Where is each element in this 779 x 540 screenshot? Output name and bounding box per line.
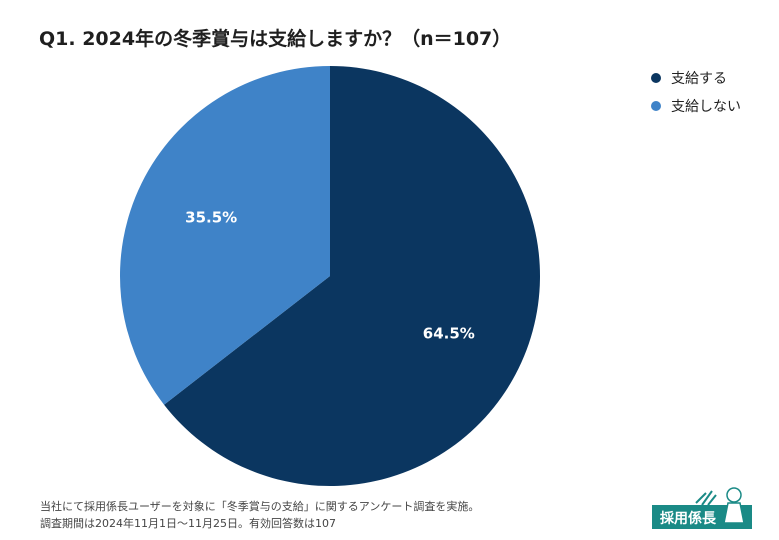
logo-mascot-body — [723, 502, 745, 524]
chart-title: Q1. 2024年の冬季賞与は支給しますか？（n＝107） — [39, 28, 512, 50]
footnote-line-2: 調査期間は2024年11月1日〜11月25日。有効回答数は107 — [40, 517, 336, 530]
legend-item-not-give: 支給しない — [651, 92, 741, 120]
legend-item-give: 支給する — [651, 64, 741, 92]
pie-labels: 64.5% 35.5% — [185, 208, 475, 342]
pie-slice-1 — [119, 66, 330, 405]
logo-text: 採用係長 — [660, 510, 717, 527]
logo-mascot-head — [726, 487, 742, 503]
legend-label-not-give: 支給しない — [671, 99, 741, 115]
legend-swatch-give — [651, 73, 661, 83]
logo-sparkle — [695, 490, 717, 506]
pie-slices — [119, 66, 540, 486]
footnote-line-1: 当社にて採用係長ユーザーを対象に「冬季賞与の支給」に関するアンケート調査を実施。 — [40, 500, 480, 513]
legend: 支給する 支給しない — [651, 64, 741, 120]
legend-swatch-not-give — [651, 101, 661, 111]
pie-slice-0 — [164, 66, 540, 486]
footnote: 当社にて採用係長ユーザーを対象に「冬季賞与の支給」に関するアンケート調査を実施。… — [40, 498, 479, 532]
company-logo: 採用係長 — [652, 487, 752, 529]
pie-data-label-1: 35.5% — [185, 208, 237, 226]
legend-label-give: 支給する — [671, 71, 727, 87]
pie-data-label-0: 64.5% — [423, 325, 475, 343]
